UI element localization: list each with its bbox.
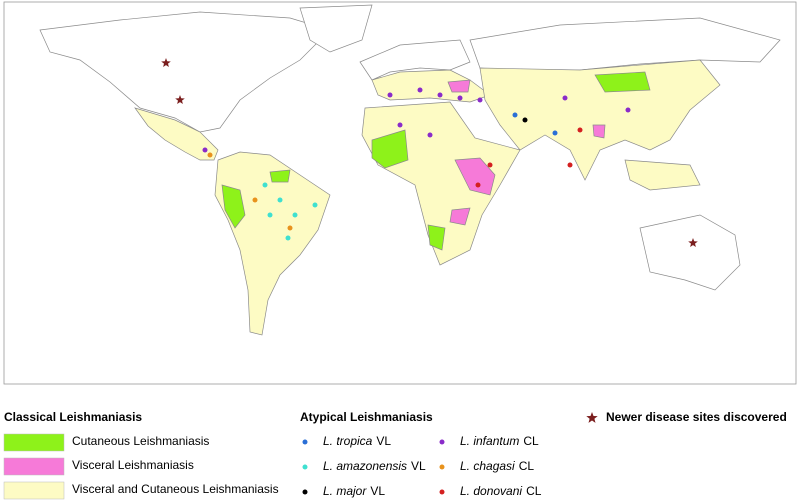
classical-title: Classical Leishmaniasis	[4, 410, 142, 424]
site-dot	[267, 212, 273, 218]
new-site-star	[688, 238, 698, 247]
namibia	[427, 224, 446, 251]
site-dot	[262, 182, 268, 188]
legend-label: Visceral Leishmaniasis	[72, 458, 194, 472]
legend-label: L. chagasi CL	[460, 459, 534, 473]
legend-dot	[439, 464, 445, 470]
legend-swatch	[3, 457, 65, 476]
legend-label: L. major VL	[323, 484, 385, 498]
site-dot	[292, 212, 298, 218]
legend-label: L. amazonensis VL	[323, 459, 426, 473]
site-dot	[567, 162, 573, 168]
site-dot	[202, 147, 208, 153]
guyana	[269, 169, 291, 183]
site-dot	[577, 127, 583, 133]
disease-form: VL	[376, 434, 391, 448]
disease-form: CL	[519, 459, 535, 473]
site-dot	[457, 95, 463, 101]
legend-label: Visceral and Cutaneous Leishmaniasis	[72, 482, 279, 496]
site-dot	[397, 122, 403, 128]
species-name: L. major	[323, 484, 367, 498]
site-dot	[285, 235, 291, 241]
world-map	[3, 1, 797, 385]
australia	[639, 214, 741, 291]
south-america	[214, 151, 331, 336]
site-dot	[475, 182, 481, 188]
site-dot	[252, 197, 258, 203]
legend-label: Cutaneous Leishmaniasis	[72, 434, 209, 448]
bangladesh	[592, 124, 606, 139]
new-site-stars	[161, 58, 698, 247]
disease-form: CL	[523, 434, 539, 448]
case-dots	[202, 87, 631, 241]
site-dot	[287, 225, 293, 231]
site-dot	[552, 130, 558, 136]
peru	[221, 184, 246, 229]
site-dot	[312, 202, 318, 208]
legend-swatch	[3, 481, 65, 500]
legend-dot	[439, 489, 445, 495]
southern-africa	[449, 207, 471, 226]
disease-form: VL	[370, 484, 385, 498]
atypical-title: Atypical Leishmaniasis	[300, 410, 433, 424]
species-name: L. donovani	[460, 484, 522, 498]
site-dot	[437, 92, 443, 98]
species-name: L. tropica	[323, 434, 373, 448]
species-name: L. amazonensis	[323, 459, 407, 473]
southeast-asia	[624, 159, 701, 191]
legend-dot	[302, 489, 308, 495]
site-dot	[522, 117, 528, 123]
species-name: L. chagasi	[460, 459, 515, 473]
site-dot	[387, 92, 393, 98]
legend-label: L. donovani CL	[460, 484, 542, 498]
legend-swatch	[3, 433, 65, 452]
east-africa	[454, 157, 496, 196]
disease-form: CL	[526, 484, 542, 498]
species-name: L. infantum	[460, 434, 519, 448]
legend-label: L. tropica VL	[323, 434, 391, 448]
site-dot	[625, 107, 631, 113]
site-dot	[562, 95, 568, 101]
balkans	[447, 79, 471, 93]
site-dot	[477, 97, 483, 103]
legend-dot	[302, 439, 308, 445]
site-dot	[512, 112, 518, 118]
asia	[479, 59, 721, 181]
mongolia	[594, 71, 651, 93]
site-dot	[427, 132, 433, 138]
legend: Classical Leishmaniasis Cutaneous Leishma…	[3, 410, 787, 500]
new-site-star	[175, 95, 185, 104]
north-america	[39, 11, 331, 133]
legend-dot	[302, 464, 308, 470]
site-dot	[487, 162, 493, 168]
west-africa	[371, 129, 409, 169]
legend-dot	[439, 439, 445, 445]
greenland	[299, 4, 373, 53]
new-sites-label: Newer disease sites discovered	[606, 410, 787, 424]
central-america	[134, 107, 219, 161]
legend-star	[586, 412, 598, 423]
site-dot	[417, 87, 423, 93]
site-dot	[277, 197, 283, 203]
new-site-star	[161, 58, 171, 67]
disease-form: VL	[411, 459, 426, 473]
legend-label: L. infantum CL	[460, 434, 539, 448]
site-dot	[207, 152, 213, 158]
